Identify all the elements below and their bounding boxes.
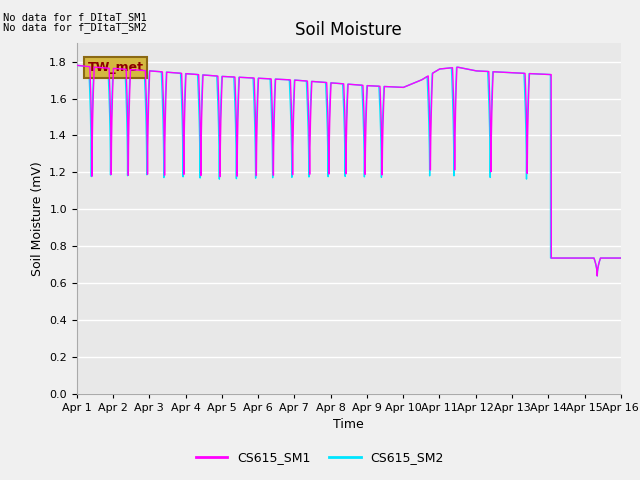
CS615_SM1: [593, 273, 601, 279]
Line: CS615_SM2: CS615_SM2: [77, 65, 621, 276]
Line: CS615_SM1: CS615_SM1: [77, 65, 621, 276]
CS615_SM1: [276, 76, 284, 82]
CS615_SM2: [615, 255, 623, 261]
Legend: CS615_SM1, CS615_SM2: CS615_SM1, CS615_SM2: [191, 446, 449, 469]
CS615_SM1: [617, 255, 625, 261]
CS615_SM1: [184, 71, 191, 77]
CS615_SM2: [617, 255, 625, 261]
CS615_SM1: [501, 70, 509, 75]
Title: Soil Moisture: Soil Moisture: [296, 21, 402, 39]
Y-axis label: Soil Moisture (mV): Soil Moisture (mV): [31, 161, 44, 276]
CS615_SM2: [189, 72, 197, 77]
CS615_SM2: [501, 70, 509, 75]
CS615_SM1: [189, 72, 197, 77]
Text: No data for f_DItaT_SM1: No data for f_DItaT_SM1: [3, 12, 147, 23]
CS615_SM1: [615, 255, 623, 261]
X-axis label: Time: Time: [333, 418, 364, 431]
CS615_SM2: [593, 273, 601, 279]
CS615_SM2: [276, 76, 284, 82]
CS615_SM1: [73, 62, 81, 68]
Text: No data for f_DItaT_SM2: No data for f_DItaT_SM2: [3, 22, 147, 33]
CS615_SM2: [424, 88, 431, 94]
CS615_SM2: [73, 62, 81, 68]
CS615_SM1: [424, 73, 431, 79]
Text: TW_met: TW_met: [88, 61, 144, 74]
CS615_SM2: [184, 71, 191, 77]
